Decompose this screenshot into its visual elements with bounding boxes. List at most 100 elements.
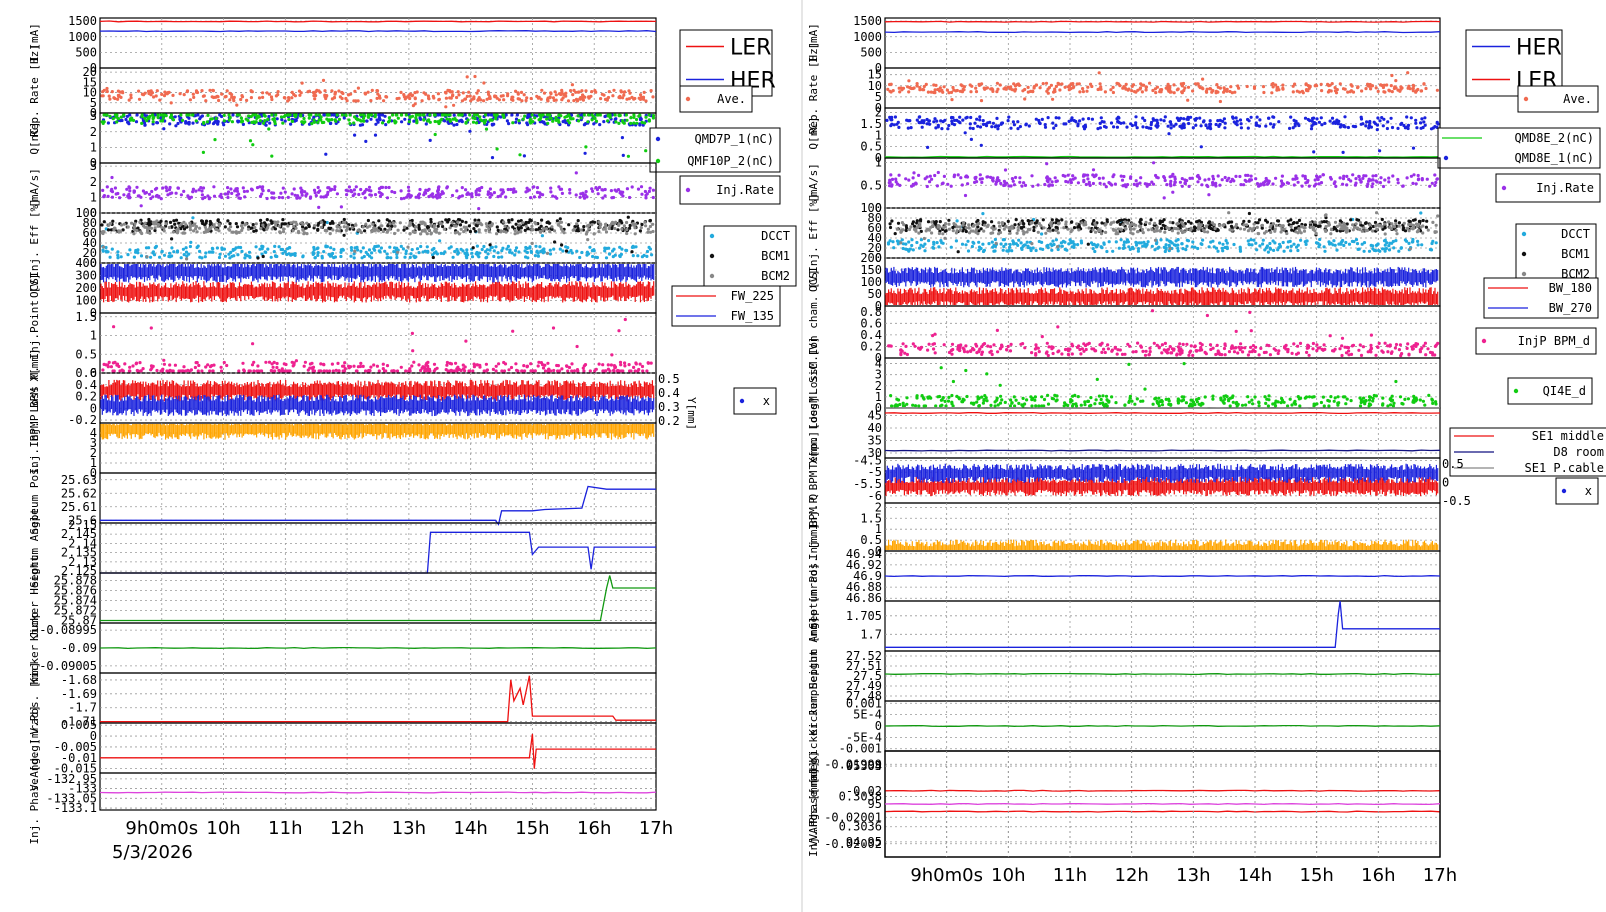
series-bcm2-point bbox=[277, 224, 282, 228]
series-inj-rate-point bbox=[466, 191, 470, 195]
series-bcm2-point bbox=[149, 226, 154, 230]
series-ave--point bbox=[570, 83, 575, 87]
series-inj-rate-point bbox=[102, 194, 106, 198]
series-ave--point bbox=[468, 94, 472, 98]
series-qmf10p-2-nc--point bbox=[428, 120, 432, 124]
series-bcm1-point bbox=[582, 225, 586, 229]
series-bcm2-point bbox=[188, 228, 192, 232]
series-bcm2-point bbox=[292, 220, 296, 224]
series-inj-rate-point bbox=[182, 189, 186, 193]
series-qmf10p-2-nc--point bbox=[635, 121, 639, 125]
y2-tick-label: 0.5 bbox=[658, 372, 680, 386]
series-ave--point bbox=[549, 92, 553, 96]
series-qmf10p-2-nc--point bbox=[366, 115, 370, 119]
series-ave--point bbox=[649, 89, 653, 93]
series-ave--point bbox=[427, 97, 431, 101]
series-bcm2-point bbox=[597, 220, 601, 224]
series-bcm1-point bbox=[342, 217, 346, 222]
series-unnamed-0-point bbox=[463, 365, 467, 369]
series-inj-rate-point bbox=[316, 185, 320, 190]
series-qmd7p-1-nc--point bbox=[176, 121, 180, 126]
series-ave--point bbox=[514, 89, 518, 93]
series-inj-rate-point bbox=[477, 207, 481, 211]
series-qmd7p-1-nc--point bbox=[525, 115, 530, 120]
series-unnamed-0-point bbox=[560, 367, 564, 371]
series-qmf10p-2-nc--point bbox=[266, 117, 270, 121]
series-qmd7p-1-nc--point bbox=[293, 118, 297, 122]
series-bcm2-point bbox=[414, 225, 418, 229]
series-ave--point bbox=[639, 93, 643, 97]
series-inj-rate-point bbox=[313, 191, 317, 195]
series-inj-rate-point bbox=[258, 194, 263, 198]
series-bcm2-point bbox=[607, 226, 611, 231]
series-bcm2-point bbox=[579, 228, 583, 232]
series-dcct-point bbox=[650, 253, 654, 257]
series-bcm1-point bbox=[223, 225, 227, 229]
series-ave--point bbox=[603, 97, 608, 101]
series-bcm2-point bbox=[485, 224, 489, 228]
series-dcct-point bbox=[378, 250, 382, 254]
series-qmf10p-2-nc--point bbox=[415, 121, 419, 125]
series-bcm2-point bbox=[132, 225, 137, 229]
series-dcct-point bbox=[536, 254, 541, 258]
series-inj-rate-point bbox=[416, 193, 421, 197]
series-ave--point bbox=[576, 90, 580, 94]
series-bcm1-point bbox=[472, 227, 476, 231]
series-dcct-point bbox=[388, 245, 392, 249]
series-inj-rate-point bbox=[438, 195, 442, 199]
series-inj-rate-point bbox=[373, 193, 378, 197]
series-ave--point bbox=[356, 86, 360, 90]
series-inj-rate-point bbox=[261, 185, 265, 189]
series-qmd7p-1-nc--point bbox=[106, 121, 110, 125]
series-bcm1-point bbox=[201, 221, 205, 226]
series-ave--point bbox=[323, 89, 327, 93]
series-dcct-point bbox=[316, 251, 320, 255]
series-inj-rate-point bbox=[414, 195, 418, 199]
series-unnamed-0-point bbox=[582, 369, 586, 373]
series-bcm1-point bbox=[523, 228, 527, 232]
series-inj-rate-point bbox=[390, 190, 394, 194]
series-bcm2-point bbox=[408, 221, 412, 225]
series-inj-rate-point bbox=[229, 187, 233, 191]
series-bcm1-point bbox=[591, 220, 595, 224]
series-inj-rate-point bbox=[122, 193, 126, 197]
series-dcct-point bbox=[218, 252, 222, 256]
y-tick-label: -0.2 bbox=[68, 413, 97, 427]
series-dcct-point bbox=[316, 246, 320, 250]
series-bcm2-point bbox=[396, 250, 400, 254]
series-bcm2-point bbox=[178, 224, 182, 228]
series-inj-rate-point bbox=[324, 195, 328, 199]
series-unnamed-0-point bbox=[162, 358, 166, 362]
series-unnamed-0-point bbox=[317, 369, 321, 373]
series-inj-rate-point bbox=[322, 195, 326, 199]
series-ave--point bbox=[116, 97, 120, 101]
series-qmd7p-1-nc--point bbox=[187, 116, 191, 120]
series-bcm2-point bbox=[227, 227, 231, 231]
series-bcm2-point bbox=[296, 229, 301, 234]
series-dcct-point bbox=[482, 244, 486, 249]
series-inj-rate-point bbox=[149, 196, 153, 201]
series-unnamed-0-point bbox=[623, 317, 627, 322]
series-qmf10p-2-nc--point bbox=[531, 120, 535, 124]
series-inj-rate-point bbox=[300, 188, 304, 192]
series-dcct-point bbox=[558, 247, 562, 251]
series-qmd7p-1-nc--point bbox=[486, 113, 490, 117]
series-bcm1-point bbox=[281, 218, 285, 222]
series-dcct-point bbox=[419, 244, 423, 249]
series-ave--point bbox=[239, 97, 243, 102]
series-dcct-point bbox=[312, 251, 316, 256]
series-dcct-point bbox=[465, 248, 469, 252]
series-ave--point bbox=[182, 93, 186, 97]
series-unnamed-0-point bbox=[629, 369, 633, 373]
series-inj-rate-point bbox=[568, 188, 572, 192]
series-qmf10p-2-nc--point bbox=[408, 116, 412, 120]
series-unnamed-0-point bbox=[444, 368, 448, 372]
series-unnamed-0-point bbox=[237, 369, 241, 373]
series-qmd7p-1-nc--point bbox=[353, 133, 357, 137]
series-unnamed-0-point bbox=[471, 369, 475, 373]
series-ave--point bbox=[313, 93, 317, 97]
series-qmf10p-2-nc--point bbox=[566, 119, 570, 123]
series-ave--point bbox=[121, 91, 125, 95]
series-dcct-point bbox=[116, 250, 120, 254]
